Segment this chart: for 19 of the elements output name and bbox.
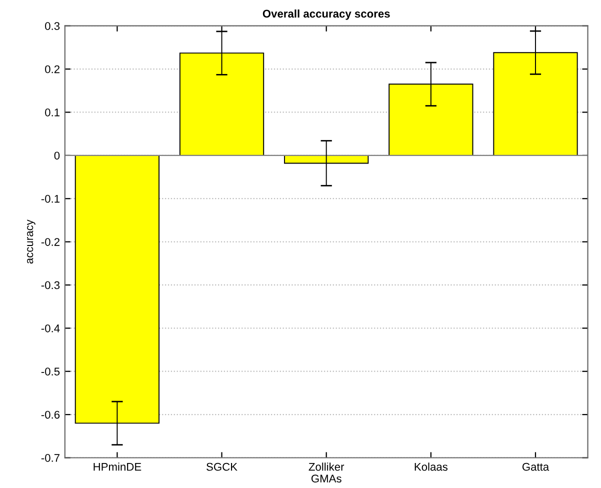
y-tick-label: 0.3: [45, 22, 60, 30]
y-tick-label: -0.1: [41, 194, 60, 203]
y-tick-label: 0.2: [45, 65, 60, 74]
x-axis-title: GMAs: [311, 474, 342, 483]
y-tick-label: 0: [54, 152, 60, 160]
y-tick-label: -0.3: [41, 281, 60, 290]
y-tick-label: -0.7: [41, 454, 60, 462]
y-tick-label: -0.2: [41, 238, 60, 246]
x-tick-label: Gatta: [522, 462, 550, 471]
x-tick-label: HPminDE: [94, 462, 142, 471]
y-tick-label: 0.1: [45, 108, 60, 116]
chart-title: Overall accuracy scores: [262, 9, 390, 20]
y-axis-title: accuracy: [27, 220, 36, 264]
y-tick-label: -0.6: [41, 410, 60, 419]
y-tick-label: -0.4: [41, 324, 60, 332]
x-tick-label: Zolliker: [308, 462, 344, 471]
x-tick-label: Kolaas: [414, 462, 448, 471]
y-tick-label: -0.5: [41, 368, 60, 376]
x-tick-label: SGCK: [206, 462, 238, 471]
